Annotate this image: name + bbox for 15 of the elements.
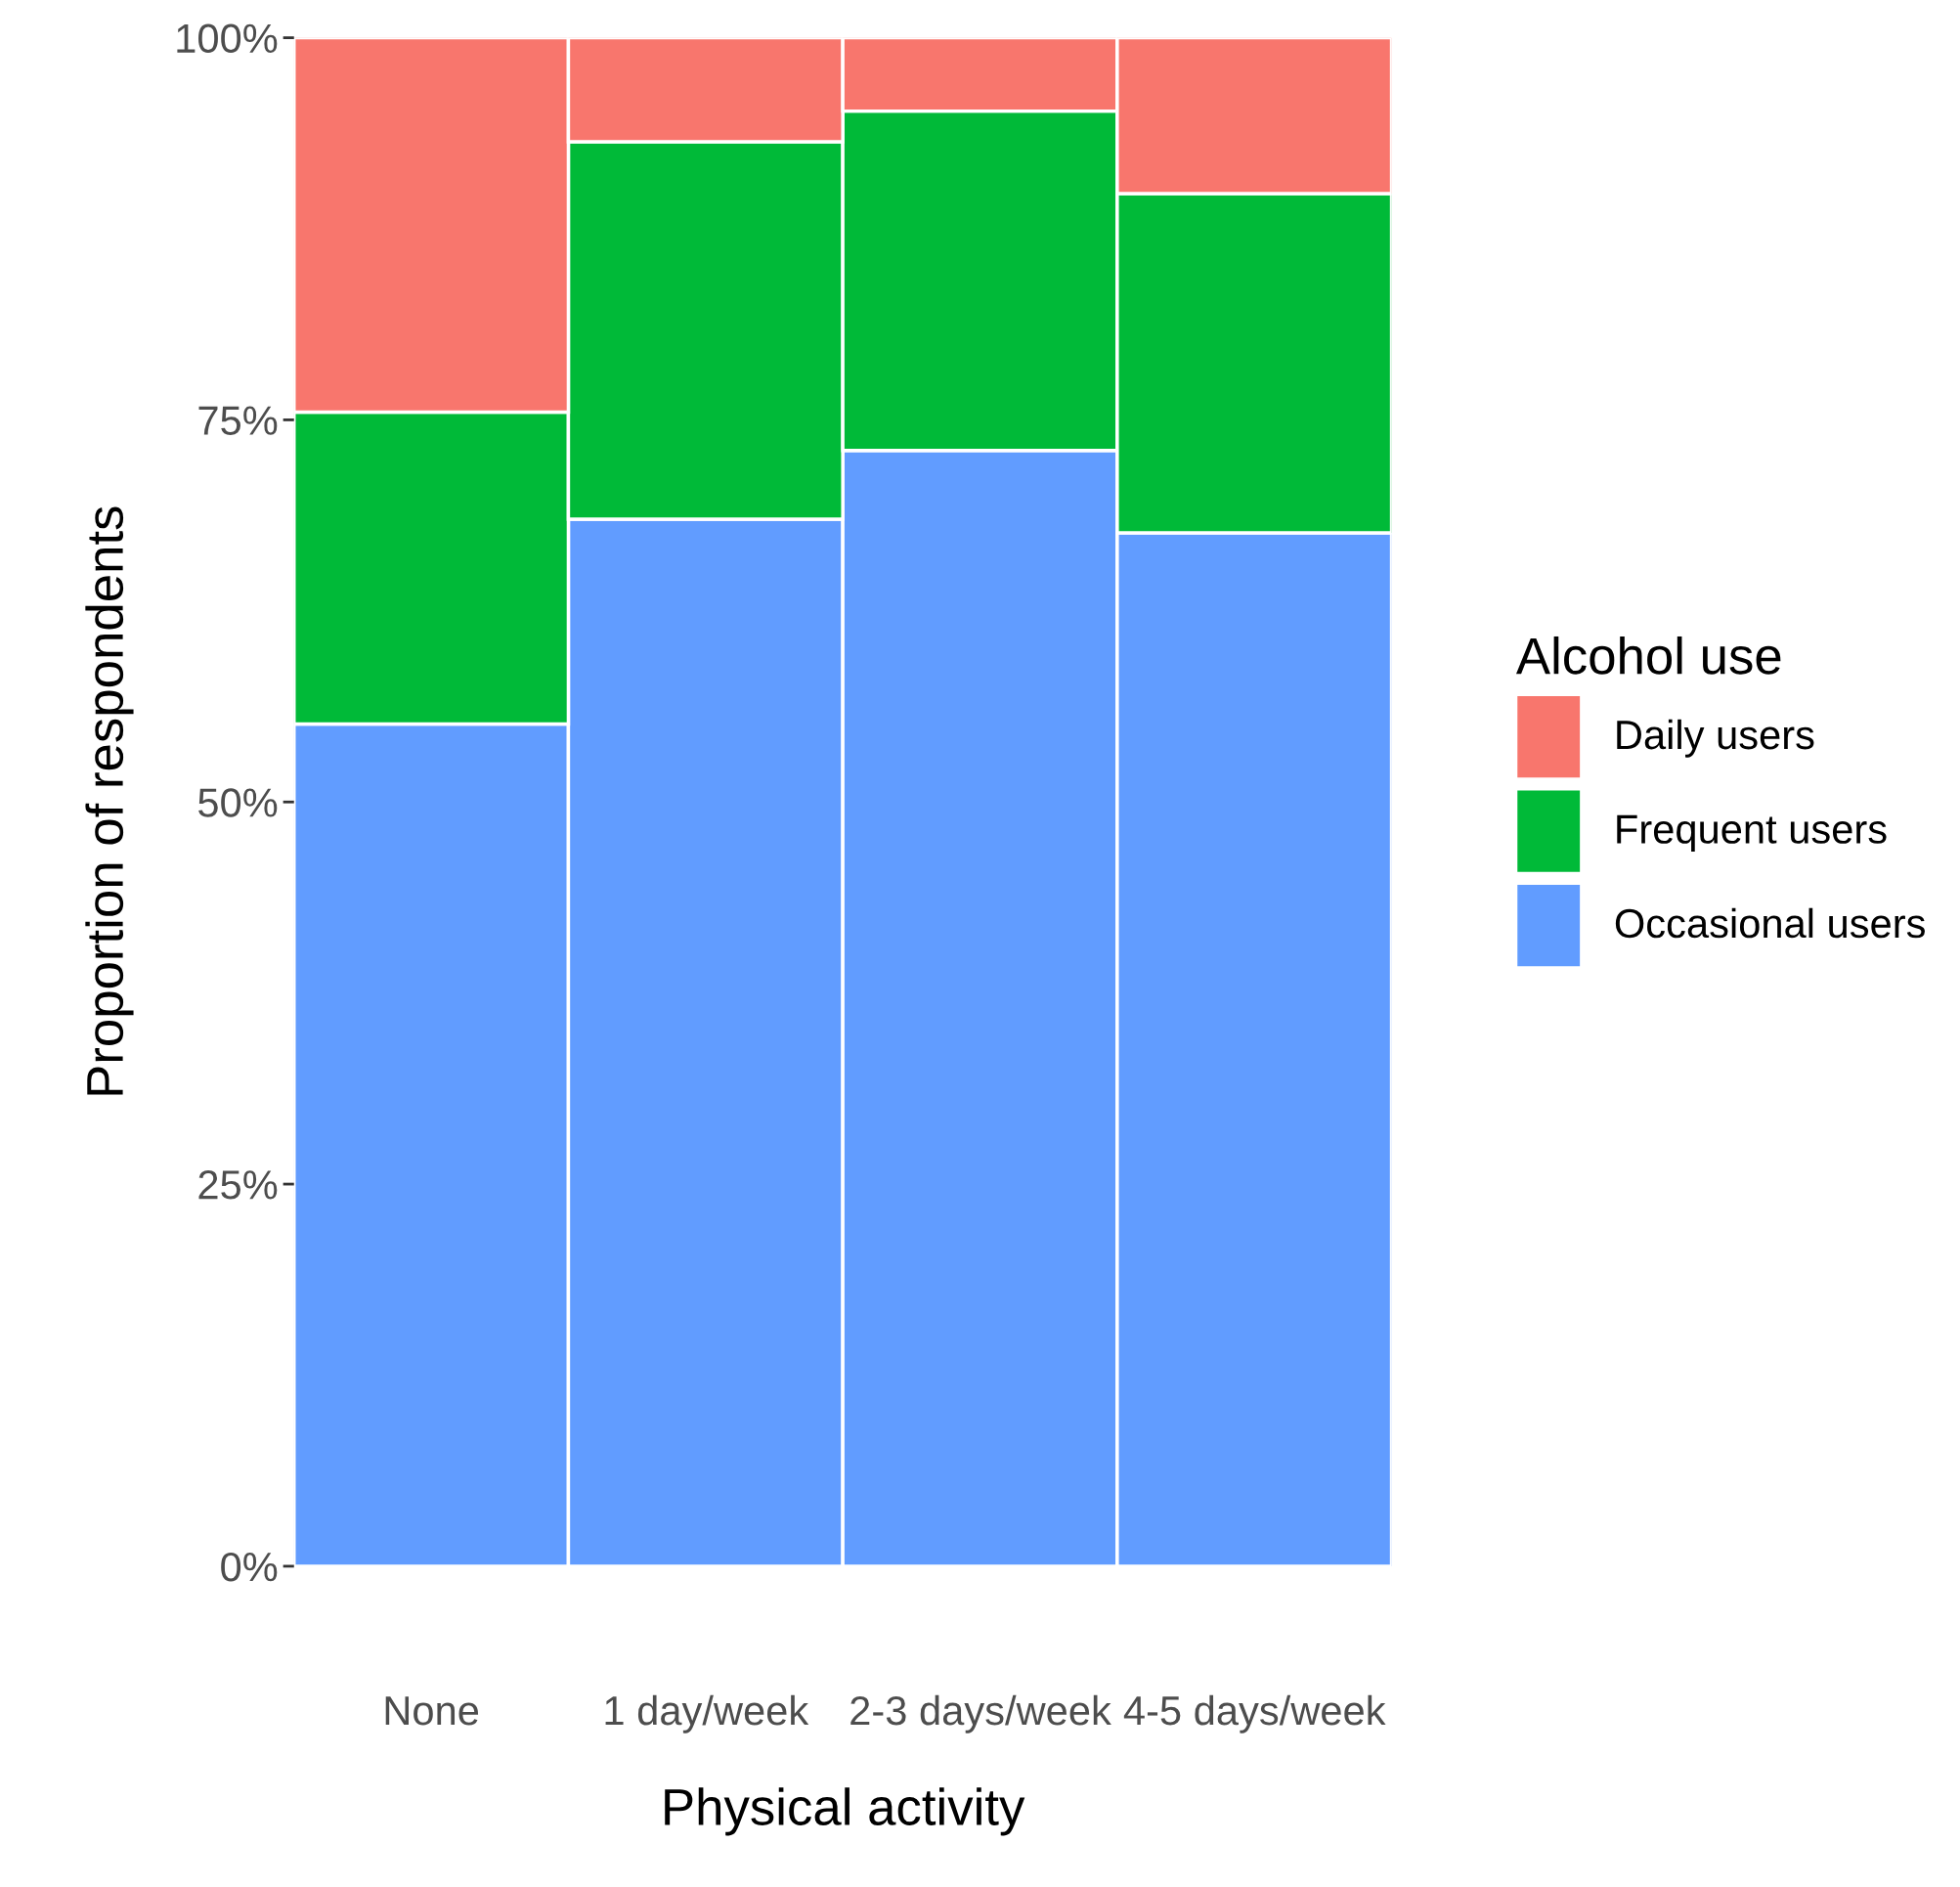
- legend-title: Alcohol use: [1515, 636, 1781, 675]
- legend-label: Occasional users: [1615, 907, 1925, 939]
- y-tick-label: 25%: [198, 1170, 278, 1200]
- x-tick-label: None: [385, 1696, 479, 1726]
- y-tick-label: 50%: [198, 788, 278, 817]
- legend-label: Frequent users: [1617, 814, 1887, 853]
- x-tick-label: 1 day/week: [605, 1694, 809, 1733]
- y-tick-label: 0%: [221, 1552, 278, 1582]
- x-axis-title: Physical activity: [665, 1787, 1025, 1836]
- y-tick-label: 100%: [177, 23, 278, 54]
- legend-label: Daily users: [1617, 719, 1814, 758]
- y-axis-title: Proportion of respondents: [85, 506, 134, 1095]
- y-tick-label: 75%: [198, 406, 278, 435]
- x-tick-label: 4-5 days/week: [1123, 1694, 1386, 1733]
- x-tick-label: 2-3 days/week: [850, 1694, 1111, 1733]
